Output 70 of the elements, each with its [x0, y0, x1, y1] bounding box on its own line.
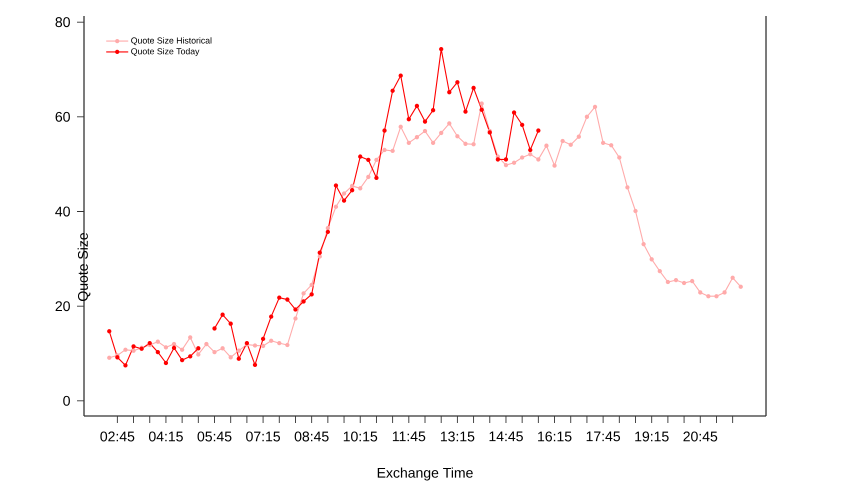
- point: [480, 108, 484, 112]
- point: [382, 128, 387, 133]
- x-tick-label: 14:45: [490, 432, 523, 442]
- x-tick-label: 19:15: [635, 432, 669, 442]
- point: [455, 80, 460, 84]
- x-tick-label: 20:45: [683, 432, 718, 442]
- x-tick-label: 04:15: [148, 432, 183, 442]
- point: [439, 46, 444, 52]
- y-axis-title: Quote Size: [78, 233, 90, 301]
- point: [342, 198, 346, 203]
- point: [318, 250, 322, 255]
- point: [520, 122, 524, 128]
- point: [414, 104, 420, 108]
- x-tick-label: 16:15: [538, 432, 572, 442]
- point: [463, 109, 468, 114]
- point: [326, 230, 330, 234]
- point: [301, 299, 306, 304]
- point: [350, 188, 354, 192]
- y-tick-label: 0: [63, 396, 70, 406]
- point: [131, 344, 136, 349]
- point: [156, 350, 160, 354]
- x-tick-label: 13:15: [440, 432, 474, 442]
- point: [252, 362, 258, 368]
- x-axis-title: Exchange Time: [378, 467, 473, 481]
- point: [260, 336, 266, 341]
- point: [358, 154, 362, 159]
- x-tick-label: 07:15: [246, 432, 280, 442]
- y-tick-label: 80: [56, 17, 70, 28]
- point: [374, 176, 379, 180]
- x-tick-label: 08:45: [294, 432, 329, 442]
- point: [528, 148, 532, 152]
- point: [196, 346, 200, 350]
- point: [430, 108, 436, 112]
- point: [188, 354, 192, 358]
- point: [471, 86, 476, 90]
- point: [536, 128, 540, 133]
- point: [220, 312, 225, 317]
- point: [512, 110, 516, 115]
- point: [285, 297, 290, 302]
- point: [310, 292, 314, 296]
- point: [390, 88, 395, 93]
- point: [164, 360, 168, 366]
- x-tick-label: 02:45: [100, 432, 134, 442]
- y-tick-label: 60: [56, 112, 70, 122]
- point: [180, 358, 184, 362]
- point: [228, 322, 233, 326]
- x-tick-label: 17:45: [586, 432, 620, 442]
- point: [447, 90, 452, 94]
- x-tick-label: 11:45: [392, 432, 426, 442]
- legend-label: Quote Size Historical: [131, 37, 212, 46]
- point: [236, 356, 241, 361]
- point: [398, 73, 403, 78]
- point: [277, 296, 282, 300]
- point: [107, 329, 112, 334]
- point: [422, 119, 428, 124]
- legend-label: Quote Size Today: [131, 48, 200, 56]
- x-tick-label: 10:15: [344, 432, 378, 442]
- point: [504, 157, 508, 162]
- point: [293, 307, 298, 312]
- y-tick-label: 20: [56, 301, 70, 312]
- point: [366, 158, 370, 162]
- point: [269, 314, 274, 319]
- point: [212, 326, 217, 331]
- point: [334, 183, 338, 188]
- point: [123, 363, 128, 368]
- point: [406, 117, 411, 122]
- point: [172, 346, 176, 350]
- point: [496, 157, 500, 162]
- x-tick-label: 05:45: [198, 432, 232, 442]
- y-tick-label: 40: [55, 206, 70, 216]
